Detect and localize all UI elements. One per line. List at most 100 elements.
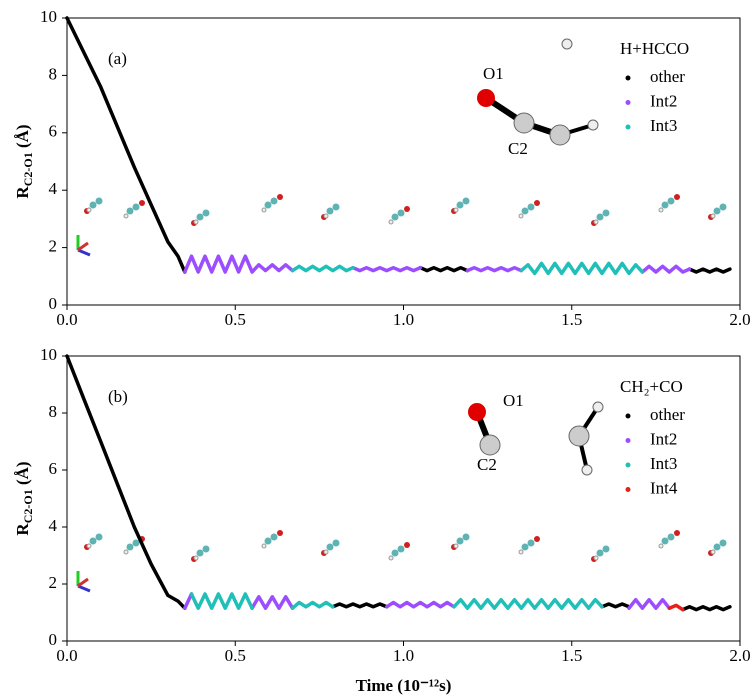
- snapshot-atom: [397, 209, 405, 217]
- legend-title: H+HCCO: [620, 39, 689, 58]
- panel-label: (b): [108, 387, 128, 406]
- legend-marker: [625, 487, 631, 492]
- annotation: C2: [477, 455, 497, 474]
- legend-marker: [625, 462, 631, 468]
- snapshot-atom: [270, 197, 278, 205]
- y-tick-label: 6: [49, 122, 58, 141]
- x-tick-label: 0.5: [225, 646, 246, 665]
- snapshot-atom: [602, 545, 610, 553]
- legend-marker: [625, 100, 631, 105]
- y-label-sub: C2-O1: [21, 152, 35, 186]
- snapshot-atom: [270, 533, 278, 541]
- snapshot-atom: [719, 203, 727, 211]
- snapshot-atom: [674, 530, 680, 536]
- molecule-a: [477, 38, 599, 146]
- x-tick-label: 1.5: [561, 310, 582, 329]
- series-line: [183, 592, 672, 610]
- snapshot-atom: [89, 201, 97, 209]
- snapshot-atom: [264, 201, 272, 209]
- snapshot-atom: [391, 213, 399, 221]
- legend-label: Int2: [650, 429, 677, 448]
- snapshot-atom: [323, 549, 329, 555]
- x-tick-label: 0.5: [225, 310, 246, 329]
- series-line: [183, 254, 692, 274]
- snapshot-atom: [139, 200, 145, 206]
- series-line: [189, 592, 604, 610]
- legend-label: Int3: [650, 454, 677, 473]
- x-tick-label: 1.0: [393, 310, 414, 329]
- axis-icon: [77, 577, 89, 588]
- snapshot-atom: [596, 213, 604, 221]
- snapshot-atom: [658, 543, 664, 549]
- legend-label: Int4: [650, 478, 678, 497]
- molecule-b: [468, 401, 604, 476]
- y-tick-label: 0: [49, 630, 58, 649]
- y-label-main: R: [13, 523, 32, 536]
- snapshot-atom: [527, 203, 535, 211]
- snapshot-atom: [193, 219, 199, 225]
- snapshot-atom: [710, 549, 716, 555]
- snapshot-atom: [661, 537, 669, 545]
- annotation: O1: [483, 64, 504, 83]
- snapshot-atom: [593, 555, 599, 561]
- y-tick-label: 10: [40, 345, 57, 364]
- y-tick-label: 2: [49, 573, 58, 592]
- annotation: C2: [508, 139, 528, 158]
- snapshot-atom: [89, 537, 97, 545]
- y-tick-label: 8: [49, 402, 58, 421]
- snapshot-atom: [388, 555, 394, 561]
- legend-label: other: [650, 405, 685, 424]
- snapshot-atom: [534, 200, 540, 206]
- y-label-unit: (Å): [13, 124, 32, 152]
- snapshot-atom: [713, 207, 721, 215]
- series-line: [667, 603, 685, 612]
- x-axis-label: Time (10⁻¹²s): [356, 676, 452, 695]
- x-tick-label: 0.0: [56, 310, 77, 329]
- series-line: [65, 16, 732, 274]
- snapshot-atom: [277, 530, 283, 536]
- snapshot-atom: [123, 213, 129, 219]
- snapshot-atom: [326, 207, 334, 215]
- snapshot-atom: [391, 549, 399, 557]
- axis-icon: [77, 241, 89, 252]
- snapshot-atom: [277, 194, 283, 200]
- snapshot-atom: [193, 555, 199, 561]
- snapshot-atom: [527, 539, 535, 547]
- snapshot-atom: [264, 537, 272, 545]
- snapshot-atom: [658, 207, 664, 213]
- snapshot-atom: [596, 549, 604, 557]
- legend-marker: [625, 438, 631, 443]
- snapshot-atom: [132, 539, 140, 547]
- snapshot-atom: [388, 219, 394, 225]
- legend-marker: [625, 75, 631, 81]
- legend-title: CH₂+CO: [620, 377, 683, 396]
- snapshot-atom: [86, 207, 92, 213]
- y-axis-label: RC2-O1 (Å): [13, 124, 35, 198]
- x-tick-label: 1.0: [393, 646, 414, 665]
- x-tick-label: 1.5: [561, 646, 582, 665]
- x-tick-label: 2.0: [729, 310, 750, 329]
- snapshot-atom: [202, 545, 210, 553]
- panel-label: (a): [108, 49, 127, 68]
- snapshot-atom: [323, 213, 329, 219]
- snapshot-atom: [593, 219, 599, 225]
- snapshot-atom: [456, 201, 464, 209]
- snapshot-atom: [95, 197, 103, 205]
- y-tick-label: 10: [40, 7, 57, 26]
- y-tick-label: 0: [49, 294, 58, 313]
- y-tick-label: 4: [49, 179, 58, 198]
- snapshot-atom: [661, 201, 669, 209]
- snapshot-atom: [332, 539, 340, 547]
- snapshot-atom: [332, 203, 340, 211]
- snapshot-atom: [202, 209, 210, 217]
- legend-label: other: [650, 67, 685, 86]
- plot-frame: [66, 17, 741, 306]
- snapshot-atom: [126, 543, 134, 551]
- snapshot-atom: [674, 194, 680, 200]
- y-tick-label: 4: [49, 516, 58, 535]
- snapshot-atom: [710, 213, 716, 219]
- snapshot-atom: [95, 533, 103, 541]
- snapshot-atom: [123, 549, 129, 555]
- snapshot-atom: [456, 537, 464, 545]
